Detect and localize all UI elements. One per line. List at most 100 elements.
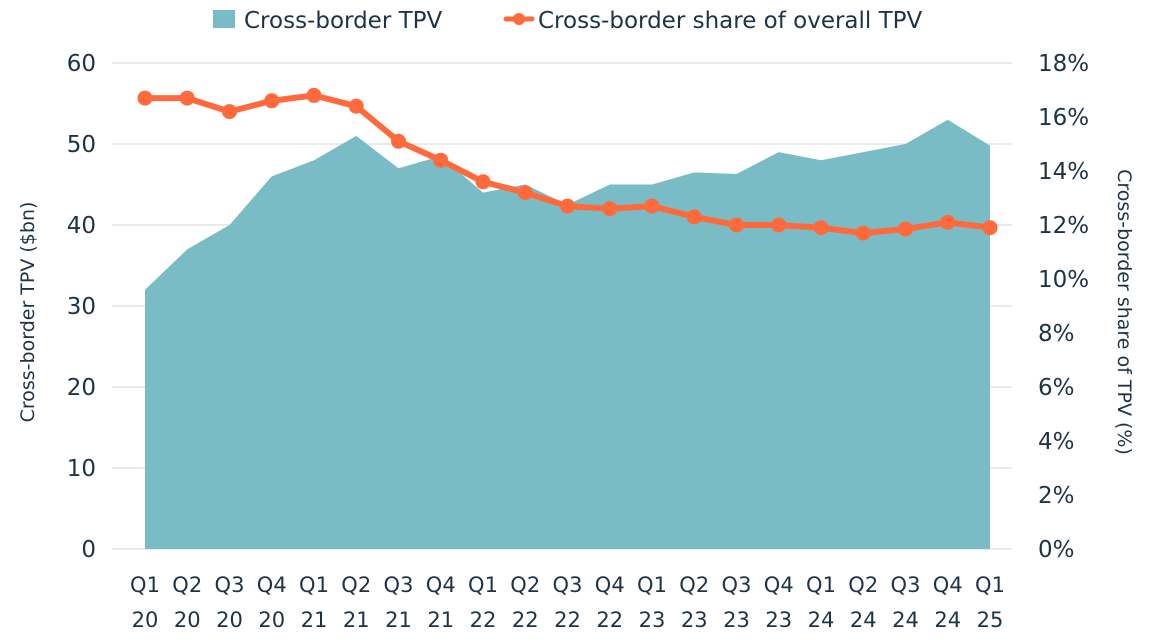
x-tick-quarter: Q4	[933, 573, 963, 597]
line-point	[560, 198, 575, 214]
line-point	[517, 185, 533, 201]
x-tick-year: 22	[596, 608, 623, 632]
left-axis-title: Cross-border TPV ($bn)	[17, 202, 39, 423]
x-tick-quarter: Q3	[215, 573, 245, 597]
right-tick-label: 18%	[1038, 51, 1089, 77]
left-axis-ticks: 0 10 20 30 40 50 60	[67, 51, 96, 563]
left-tick-label: 20	[67, 375, 96, 401]
x-tick-year: 20	[258, 608, 285, 632]
x-tick-year: 23	[765, 608, 792, 632]
x-tick-year: 24	[850, 608, 877, 632]
line-point	[982, 220, 998, 236]
x-tick-year: 21	[427, 608, 454, 632]
line-point	[264, 93, 280, 109]
right-tick-label: 16%	[1038, 105, 1089, 131]
x-tick-quarter: Q1	[468, 573, 498, 597]
left-tick-label: 50	[67, 132, 96, 158]
line-point	[391, 133, 406, 149]
legend-label-area: Cross-border TPV	[244, 8, 443, 34]
line-point	[855, 225, 871, 241]
x-tick-year: 24	[808, 608, 835, 632]
x-tick-year: 20	[174, 608, 201, 632]
x-tick-year: 20	[132, 608, 159, 632]
line-point	[644, 198, 660, 214]
line-point	[898, 221, 913, 237]
x-tick-year: 22	[554, 608, 581, 632]
x-tick-year: 22	[512, 608, 539, 632]
x-tick-quarter: Q4	[426, 573, 456, 597]
line-point	[940, 214, 956, 230]
right-tick-label: 8%	[1038, 321, 1075, 347]
line-point	[433, 152, 449, 168]
right-tick-label: 4%	[1038, 429, 1075, 455]
right-axis-title: Cross-border share of TPV (%)	[1113, 169, 1135, 455]
left-tick-label: 0	[81, 537, 96, 563]
line-point	[729, 217, 744, 233]
x-tick-quarter: Q2	[172, 573, 202, 597]
x-tick-year: 23	[681, 608, 708, 632]
x-tick-quarter: Q1	[806, 573, 836, 597]
area-series-layer	[145, 119, 990, 549]
right-tick-label: 6%	[1038, 375, 1075, 401]
line-point	[179, 90, 195, 106]
left-tick-label: 60	[67, 51, 96, 77]
x-tick-quarter: Q2	[848, 573, 878, 597]
line-point	[813, 220, 829, 236]
x-tick-year: 21	[385, 608, 412, 632]
x-tick-year: 22	[470, 608, 497, 632]
x-tick-quarter: Q1	[299, 573, 329, 597]
line-point	[137, 90, 153, 106]
x-tick-quarter: Q3	[891, 573, 921, 597]
x-tick-quarter: Q4	[257, 573, 287, 597]
left-tick-label: 30	[67, 294, 96, 320]
right-tick-label: 2%	[1038, 483, 1075, 509]
line-point	[686, 209, 702, 225]
x-axis-ticks: Q120Q220Q320Q420Q121Q221Q321Q421Q122Q222…	[130, 573, 1005, 632]
x-tick-quarter: Q1	[637, 573, 667, 597]
right-axis-ticks: 0% 2% 4% 6% 8% 10% 12% 14% 16% 18%	[1038, 51, 1089, 563]
x-tick-year: 24	[892, 608, 919, 632]
right-tick-label: 14%	[1038, 159, 1089, 185]
x-tick-year: 20	[216, 608, 243, 632]
legend-label-line: Cross-border share of overall TPV	[538, 8, 923, 34]
x-tick-quarter: Q1	[130, 573, 160, 597]
legend-marker-area	[213, 10, 235, 28]
legend: Cross-border TPV Cross-border share of o…	[213, 8, 923, 34]
x-tick-quarter: Q3	[384, 573, 414, 597]
x-tick-quarter: Q1	[975, 573, 1005, 597]
x-tick-year: 23	[723, 608, 750, 632]
x-tick-year: 23	[639, 608, 666, 632]
line-point	[222, 104, 237, 120]
legend-marker-dot	[513, 13, 525, 25]
left-tick-label: 10	[67, 456, 96, 482]
line-point	[348, 98, 364, 114]
x-tick-year: 25	[977, 608, 1004, 632]
x-tick-year: 21	[343, 608, 370, 632]
line-point	[602, 201, 618, 217]
x-tick-quarter: Q2	[679, 573, 709, 597]
area-cross-border-tpv	[145, 119, 990, 549]
x-tick-quarter: Q4	[764, 573, 794, 597]
x-tick-quarter: Q2	[510, 573, 540, 597]
right-tick-label: 10%	[1038, 267, 1089, 293]
x-tick-quarter: Q4	[595, 573, 625, 597]
left-tick-label: 40	[67, 213, 96, 239]
